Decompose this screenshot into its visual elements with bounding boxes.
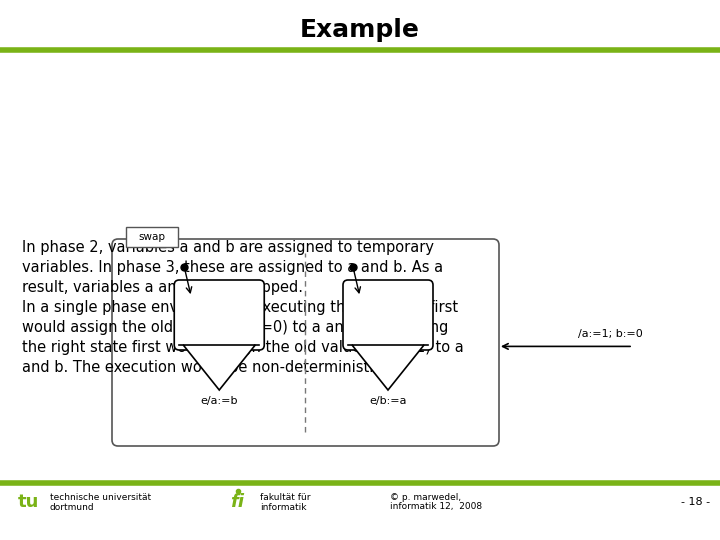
FancyBboxPatch shape [174, 280, 264, 350]
Text: In phase 2, variables a and b are assigned to temporary: In phase 2, variables a and b are assign… [22, 240, 434, 255]
Text: informatik 12,  2008: informatik 12, 2008 [390, 503, 482, 511]
FancyBboxPatch shape [112, 239, 499, 446]
Polygon shape [352, 345, 424, 390]
Bar [126, 227, 178, 247]
Text: - 18 -: - 18 - [681, 497, 710, 507]
Text: © p. marwedel,: © p. marwedel, [390, 494, 461, 503]
Text: variables. In phase 3, these are assigned to a and b. As a: variables. In phase 3, these are assigne… [22, 260, 443, 275]
Text: would assign the old value of b (=0) to a and b. Executing: would assign the old value of b (=0) to … [22, 320, 449, 335]
Text: technische universität: technische universität [50, 494, 151, 503]
Text: swap: swap [138, 232, 166, 242]
Text: fakultät für: fakultät für [260, 494, 310, 503]
Text: and b. The execution would be non-deterministic.: and b. The execution would be non-determ… [22, 360, 386, 375]
Text: In a single phase environment, executing the left state first: In a single phase environment, executing… [22, 300, 458, 315]
Text: result, variables a and b are swapped.: result, variables a and b are swapped. [22, 280, 303, 295]
Text: the right state first would assign the old value of a (=1) to a: the right state first would assign the o… [22, 340, 464, 355]
Text: tu: tu [18, 493, 40, 511]
Text: informatik: informatik [260, 503, 307, 511]
Text: e/a:=b: e/a:=b [200, 396, 238, 406]
Polygon shape [184, 345, 256, 390]
Text: fi: fi [230, 493, 244, 511]
Text: dortmund: dortmund [50, 503, 94, 511]
Text: Example: Example [300, 18, 420, 42]
Text: e/b:=a: e/b:=a [369, 396, 407, 406]
Text: /a:=1; b:=0: /a:=1; b:=0 [578, 329, 643, 340]
FancyBboxPatch shape [343, 280, 433, 350]
